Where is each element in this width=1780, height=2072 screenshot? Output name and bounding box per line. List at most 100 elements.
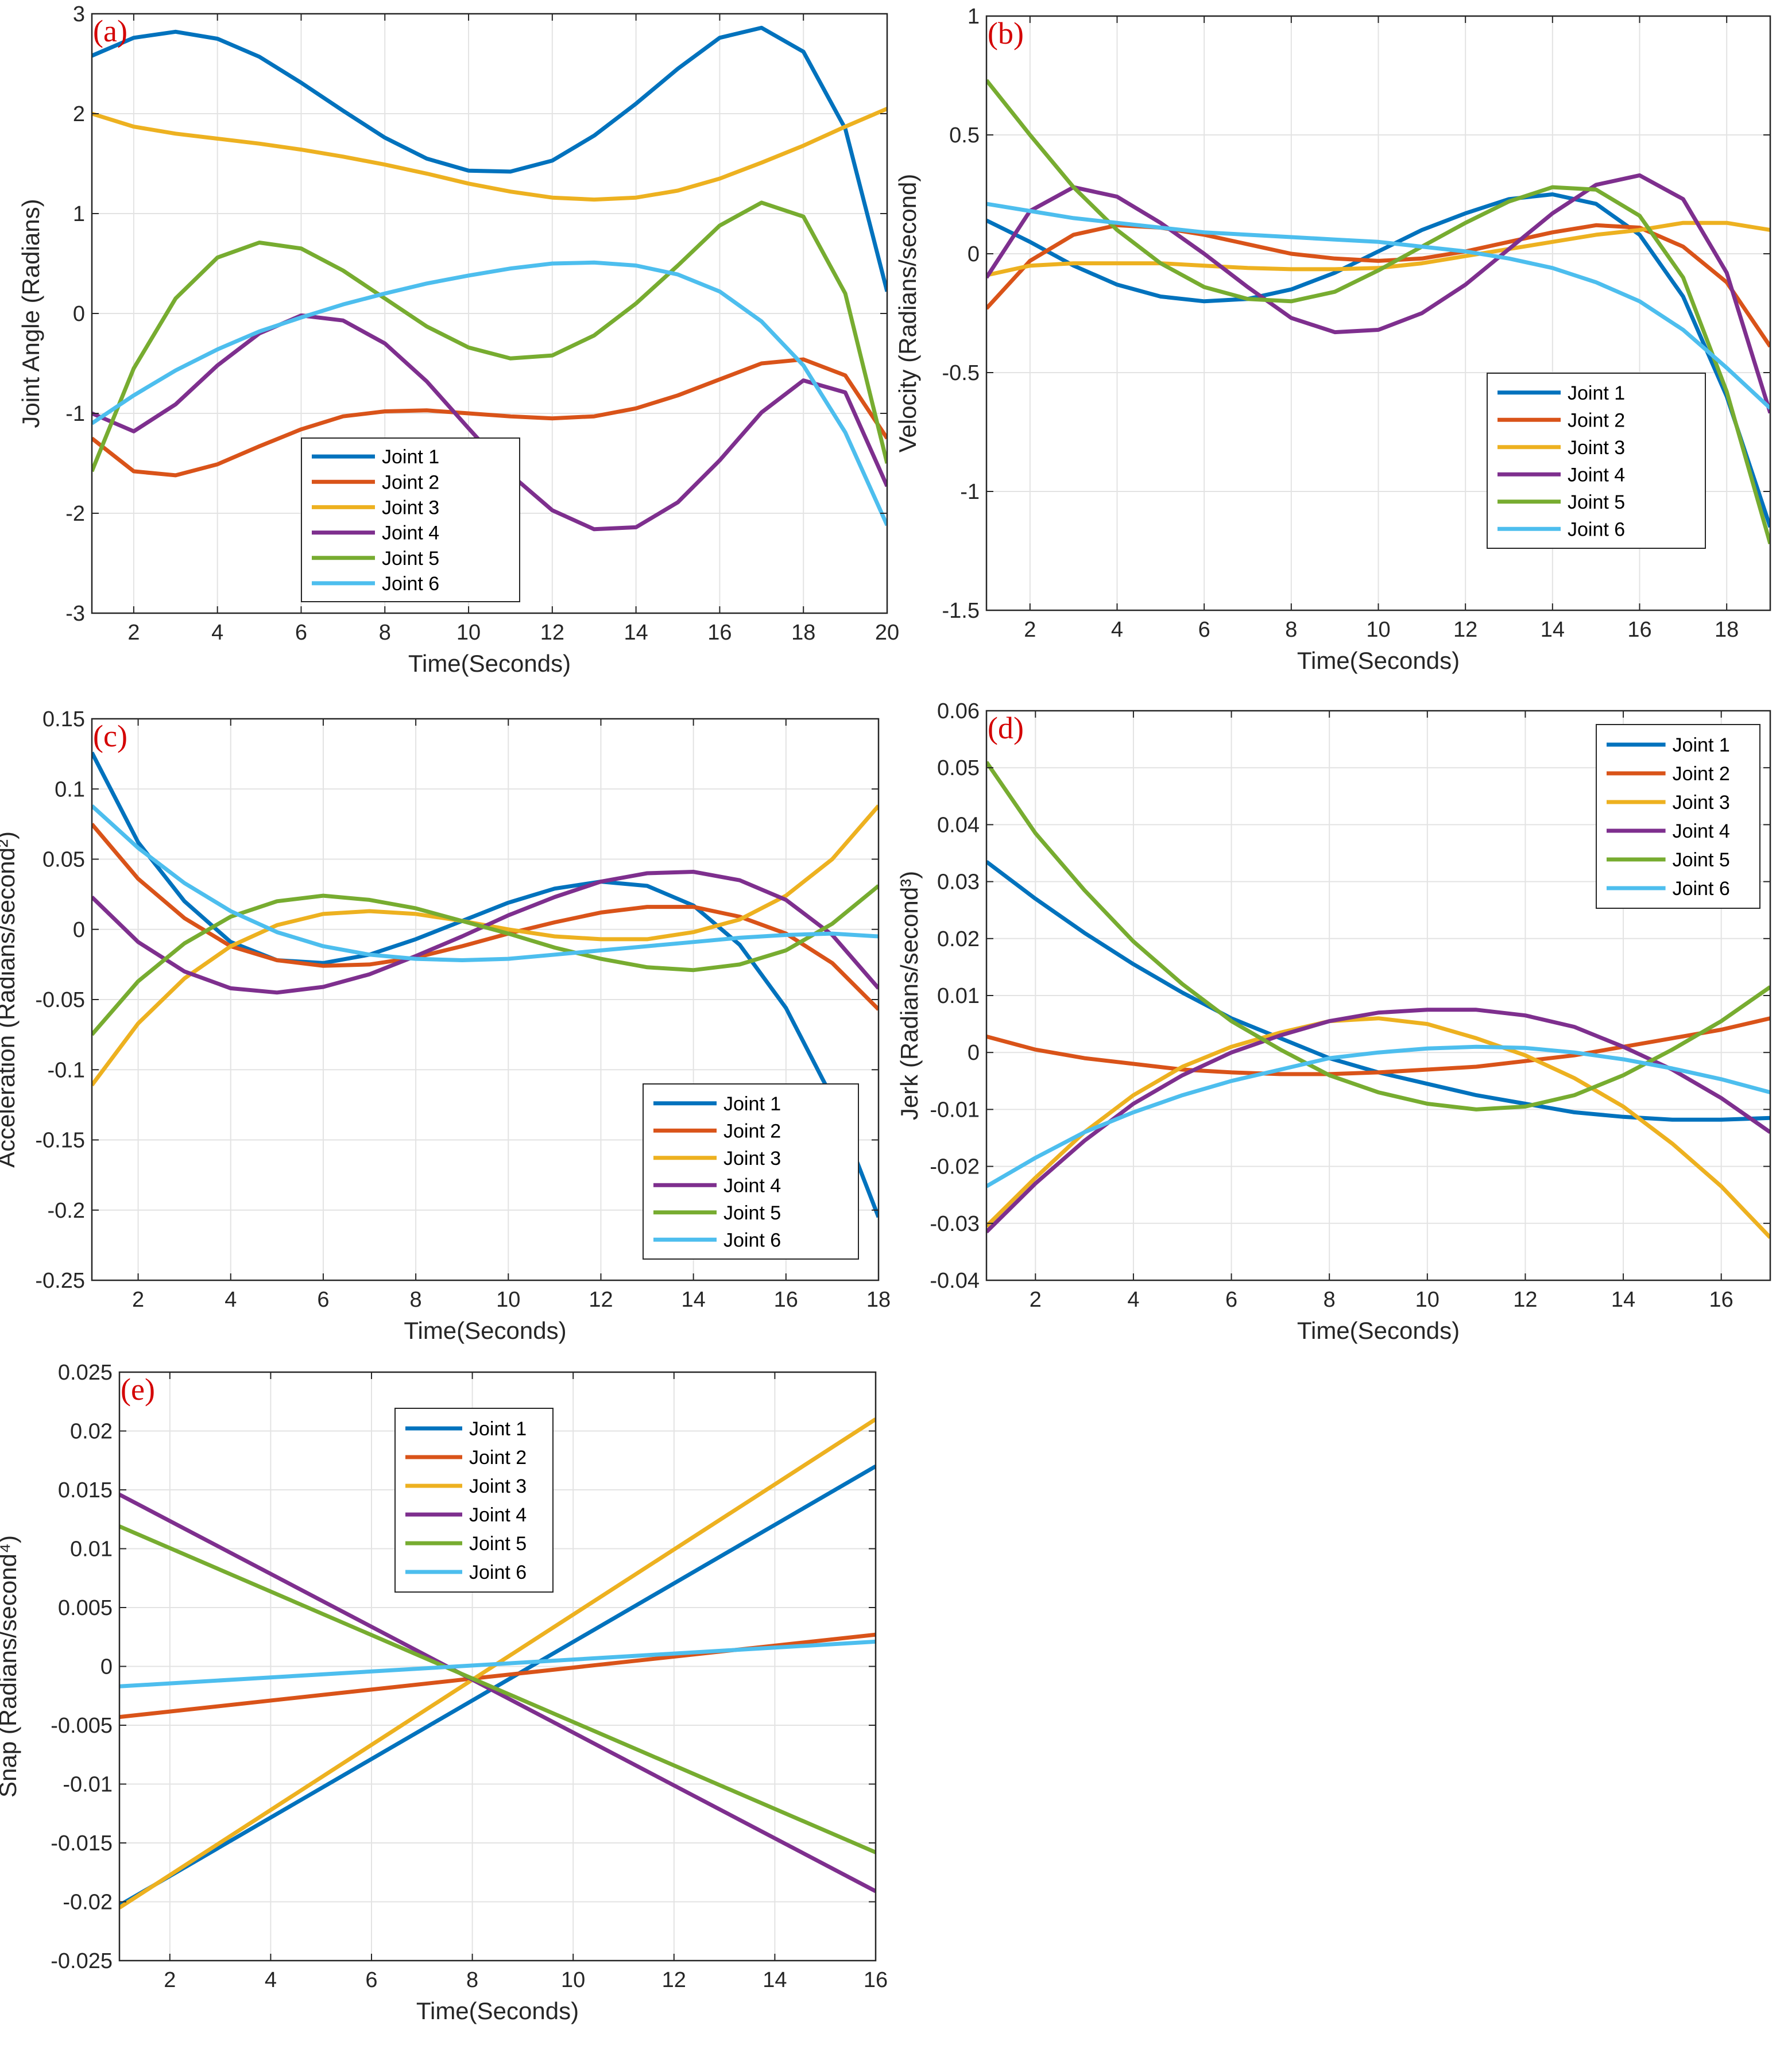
x-tick-label: 2 — [1024, 618, 1036, 642]
x-tick-label: 12 — [662, 1968, 686, 1992]
x-tick-label: 14 — [682, 1288, 706, 1312]
legend-label: Joint 2 — [469, 1447, 527, 1469]
legend: Joint 1 Joint 2 Joint 3 Joint 4 Joint 5 Joint… — [1596, 724, 1760, 909]
series-line-joint-3 — [92, 107, 887, 202]
x-tick-label: 20 — [875, 621, 899, 645]
legend-label: Joint 5 — [1673, 849, 1730, 871]
y-tick-label: -0.1 — [48, 1058, 85, 1082]
legend-label: Joint 1 — [1568, 382, 1625, 404]
y-tick-label: 0 — [73, 302, 85, 326]
y-tick-label: -0.25 — [35, 1269, 85, 1293]
series-line-joint-5 — [986, 79, 1770, 545]
x-tick-label: 8 — [1285, 618, 1297, 642]
y-tick-label: -0.03 — [930, 1212, 980, 1236]
x-tick-label: 6 — [317, 1288, 329, 1312]
series-line-joint-5 — [986, 761, 1770, 1111]
y-axis-label: Jerk (Radians/second³) — [896, 871, 923, 1120]
y-tick-label: 0.5 — [949, 123, 980, 148]
legend-box — [394, 1408, 554, 1593]
y-tick-label: -3 — [65, 602, 85, 626]
legend-label: Joint 3 — [469, 1475, 527, 1497]
y-tick-label: -1 — [960, 480, 980, 504]
x-tick-label: 14 — [1541, 618, 1565, 642]
series-line-joint-5 — [92, 200, 887, 473]
y-tick-label: 0.1 — [55, 777, 85, 801]
x-tick-label: 10 — [496, 1288, 520, 1312]
x-axis-label: Time(Seconds) — [404, 1317, 566, 1344]
series-line-joint-6 — [92, 260, 887, 526]
legend-label: Joint 4 — [469, 1504, 527, 1526]
x-tick-label: 12 — [589, 1288, 613, 1312]
y-tick-label: 0 — [73, 918, 85, 942]
series-line-joint-3 — [986, 220, 1770, 277]
y-tick-label: -2 — [65, 502, 85, 526]
y-tick-label: 0.04 — [937, 813, 980, 837]
series-line-joint-6 — [986, 1044, 1770, 1188]
y-tick-label: 0 — [100, 1655, 113, 1679]
panel-tag: (e) — [121, 1372, 155, 1407]
y-tick-label: -0.5 — [942, 361, 980, 385]
series-line-joint-6 — [986, 202, 1770, 410]
x-tick-label: 2 — [1030, 1288, 1042, 1312]
y-tick-label: 1 — [968, 5, 980, 29]
x-tick-label: 18 — [866, 1288, 891, 1312]
legend-label: Joint 5 — [469, 1533, 527, 1555]
legend-label: Joint 1 — [382, 446, 439, 468]
y-tick-label: 0.02 — [70, 1420, 113, 1444]
x-tick-label: 14 — [1611, 1288, 1635, 1312]
series-line-joint-5 — [92, 884, 879, 1036]
legend-label: Joint 2 — [1568, 409, 1625, 431]
legend-label: Joint 4 — [1673, 820, 1730, 842]
y-axis-label: Snap (Radians/second⁴) — [0, 1535, 21, 1798]
chart-panel-3: 2 4 6 8 10 12 14 16 18 -0.25 -0.2 -0.15 -0.1 -0.05 0 0.… — [0, 707, 891, 1344]
x-tick-label: 6 — [365, 1968, 377, 1992]
x-axis-label: Time(Seconds) — [1297, 1317, 1460, 1344]
series-line-joint-1 — [92, 25, 887, 292]
x-tick-label: 4 — [265, 1968, 277, 1992]
x-tick-label: 2 — [127, 621, 140, 645]
chart-panel-1: 2 4 6 8 10 12 14 16 18 20-3-2-10123Time(Seconds)J… — [17, 2, 899, 677]
legend-label: Joint 6 — [469, 1562, 527, 1583]
y-tick-label: -0.15 — [35, 1129, 85, 1153]
y-tick-label: 0.03 — [937, 870, 980, 894]
legend-label: Joint 3 — [1568, 437, 1625, 459]
legend-label: Joint 1 — [469, 1418, 527, 1440]
series-line-joint-3 — [986, 1016, 1770, 1240]
x-tick-label: 12 — [1513, 1288, 1537, 1312]
x-tick-label: 8 — [379, 621, 391, 645]
x-tick-label: 12 — [1453, 618, 1477, 642]
legend-label: Joint 6 — [723, 1229, 781, 1251]
y-tick-label: -0.04 — [930, 1269, 980, 1293]
legend: Joint 1 Joint 2 Joint 3 Joint 4 Joint 5 Joint… — [394, 1408, 554, 1593]
x-tick-label: 18 — [1715, 618, 1739, 642]
legend-label: Joint 2 — [382, 471, 439, 493]
legend: Joint 1 Joint 2 Joint 3 Joint 4 Joint 5 Joint… — [1487, 373, 1706, 549]
y-tick-label: -1.5 — [942, 599, 980, 623]
x-tick-label: 4 — [1127, 1288, 1139, 1312]
legend-label: Joint 6 — [1568, 518, 1625, 540]
y-tick-label: -0.02 — [930, 1155, 980, 1179]
legend-label: Joint 5 — [382, 548, 439, 570]
legend-box — [301, 437, 520, 602]
legend-label: Joint 2 — [1673, 763, 1730, 785]
y-axis-label: Acceleration (Radians/second²) — [0, 831, 20, 1168]
x-axis-label: Time(Seconds) — [416, 1997, 579, 2024]
y-tick-label: 0 — [968, 242, 980, 266]
series-line-joint-1 — [92, 752, 879, 1218]
series-line-joint-6 — [119, 1639, 876, 1688]
legend-label: Joint 5 — [1568, 491, 1625, 513]
legend-box — [1596, 724, 1760, 909]
x-tick-label: 16 — [707, 621, 732, 645]
x-tick-label: 4 — [225, 1288, 237, 1312]
x-tick-label: 12 — [540, 621, 564, 645]
series-line-joint-2 — [92, 357, 887, 478]
x-tick-label: 16 — [864, 1968, 888, 1992]
y-tick-label: -0.02 — [63, 1891, 113, 1915]
y-tick-label: -0.05 — [35, 988, 85, 1012]
y-tick-label: 0.15 — [42, 707, 85, 731]
y-tick-label: 3 — [73, 2, 85, 26]
series-line-joint-5 — [119, 1524, 876, 1854]
x-tick-label: 4 — [211, 621, 223, 645]
y-tick-label: -1 — [65, 402, 85, 426]
